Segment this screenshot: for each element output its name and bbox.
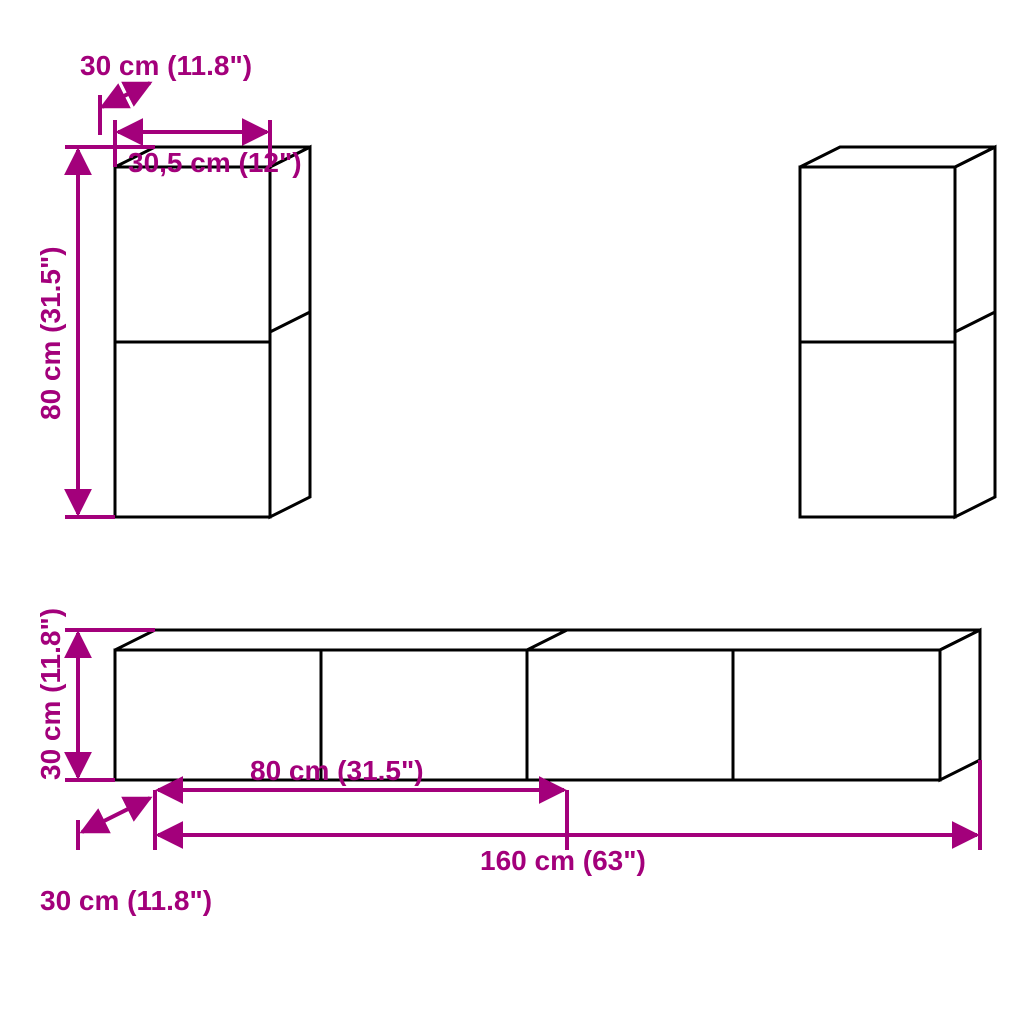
dimension-diagram: 30 cm (11.8") 30,5 cm (12") 80 cm (31.5"… xyxy=(0,0,1024,1024)
label-unit-depth: 30 cm (11.8") xyxy=(40,885,212,916)
low-tv-unit xyxy=(115,630,980,780)
left-wall-cabinet xyxy=(115,147,310,517)
label-unit-width: 80 cm (31.5") xyxy=(250,755,424,786)
dim-unit-depth: 30 cm (11.8") xyxy=(40,798,212,916)
label-top-width: 30,5 cm (12") xyxy=(128,147,302,178)
label-top-depth: 30 cm (11.8") xyxy=(80,50,252,81)
dim-top-depth: 30 cm (11.8") xyxy=(80,50,252,135)
label-unit-height: 30 cm (11.8") xyxy=(35,608,66,780)
label-total-width: 160 cm (63") xyxy=(480,845,646,876)
right-wall-cabinet xyxy=(800,147,995,517)
label-cabinet-height: 80 cm (31.5") xyxy=(35,246,66,420)
